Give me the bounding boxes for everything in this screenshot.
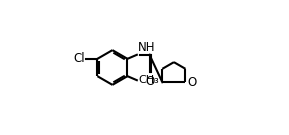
- Text: Cl: Cl: [73, 52, 85, 65]
- Text: CH₃: CH₃: [138, 75, 159, 85]
- Text: NH: NH: [138, 41, 155, 54]
- Text: O: O: [187, 76, 196, 89]
- Text: O: O: [145, 75, 154, 88]
